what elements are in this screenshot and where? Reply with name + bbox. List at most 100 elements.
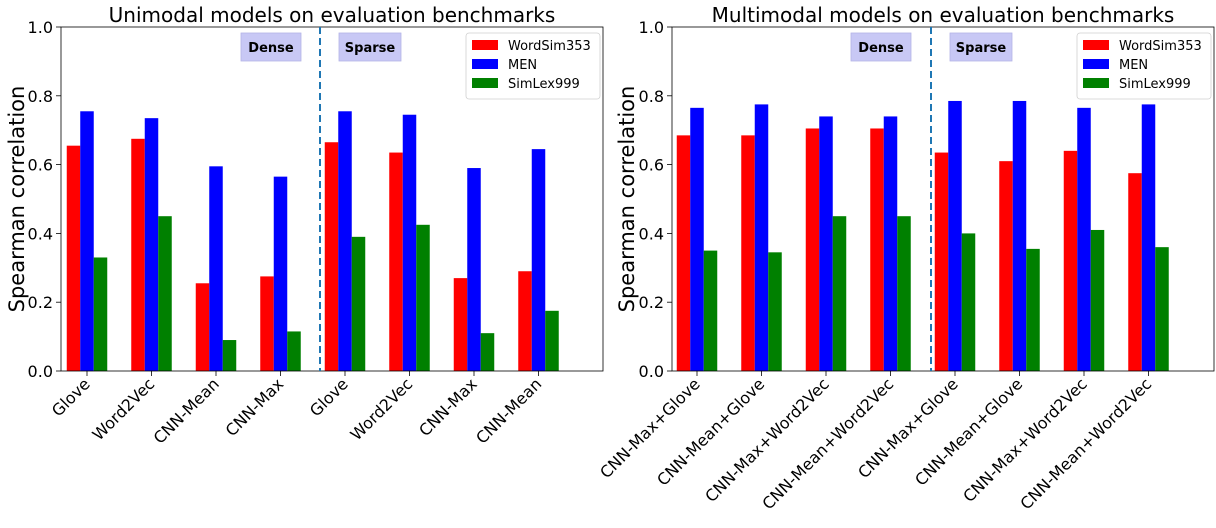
bar-wordsim353-7 bbox=[1063, 150, 1078, 371]
y-tick-label: 0.6 bbox=[639, 156, 664, 175]
legend-label-men: MEN bbox=[1119, 58, 1148, 73]
x-tick-label: CNN-Mean bbox=[150, 374, 223, 447]
bar-simlex999-7 bbox=[1090, 229, 1105, 371]
y-tick-label: 1.0 bbox=[639, 18, 664, 37]
y-tick-label: 0.2 bbox=[639, 293, 664, 312]
legend-label-wordsim353: WordSim353 bbox=[1119, 39, 1202, 54]
bar-wordsim353-6 bbox=[389, 152, 403, 371]
sparse-annotation-label: Sparse bbox=[345, 41, 396, 56]
legend-frame bbox=[465, 32, 601, 100]
bar-wordsim353-2 bbox=[131, 138, 145, 371]
bar-simlex999-6 bbox=[1026, 248, 1040, 371]
sparse-annotation-box bbox=[338, 32, 402, 62]
legend-swatch-men bbox=[472, 59, 498, 69]
legend-swatch-wordsim353 bbox=[1083, 40, 1109, 50]
x-tick-label: CNN-Mean+Glove bbox=[653, 374, 768, 489]
bar-wordsim353-3 bbox=[805, 128, 820, 371]
y-tick-label: 0.6 bbox=[28, 156, 53, 175]
x-tick-label: CNN-Max bbox=[415, 374, 481, 440]
legend-label-wordsim353: WordSim353 bbox=[508, 39, 591, 54]
bar-wordsim353-8 bbox=[1128, 173, 1142, 371]
bar-simlex999-2 bbox=[768, 252, 782, 371]
bar-simlex999-4 bbox=[287, 331, 301, 371]
bar-wordsim353-6 bbox=[999, 161, 1013, 371]
dense-annotation: Dense bbox=[850, 32, 912, 62]
bar-wordsim353-7 bbox=[453, 278, 468, 371]
dense-annotation-box bbox=[850, 32, 912, 62]
bar-men-1 bbox=[690, 107, 704, 371]
bar-men-8 bbox=[531, 149, 546, 371]
sparse-annotation-box bbox=[949, 32, 1013, 62]
x-tick-label: Word2Vec bbox=[347, 374, 417, 444]
bar-simlex999-3 bbox=[222, 340, 237, 371]
bar-men-4 bbox=[273, 176, 288, 371]
bar-men-7 bbox=[467, 168, 481, 371]
bar-men-3 bbox=[209, 166, 223, 371]
chart-panel-1: Unimodal models on evaluation benchmarks… bbox=[5, 3, 604, 448]
bar-men-5 bbox=[338, 111, 352, 371]
bar-wordsim353-4 bbox=[260, 276, 274, 371]
y-axis-label: Spearman correlation bbox=[615, 86, 639, 313]
x-tick-label: CNN-Max bbox=[222, 374, 288, 440]
bar-simlex999-5 bbox=[351, 236, 366, 371]
bar-men-8 bbox=[1141, 104, 1156, 372]
chart-title: Unimodal models on evaluation benchmarks bbox=[109, 3, 556, 27]
bar-simlex999-2 bbox=[158, 216, 172, 371]
legend-swatch-wordsim353 bbox=[472, 40, 498, 50]
x-tick-label: Glove bbox=[306, 374, 352, 420]
legend: WordSim353 MEN SimLex999 bbox=[465, 32, 601, 100]
bar-wordsim353-4 bbox=[870, 128, 884, 371]
bar-wordsim353-5 bbox=[934, 152, 949, 371]
y-tick-label: 0.4 bbox=[639, 224, 664, 243]
sparse-annotation-label: Sparse bbox=[956, 41, 1007, 56]
y-tick-label: 0.4 bbox=[28, 224, 53, 243]
bar-simlex999-6 bbox=[416, 224, 430, 371]
bar-men-4 bbox=[883, 116, 898, 371]
x-tick-label: CNN-Mean+Word2Vec bbox=[758, 374, 897, 513]
bar-men-6 bbox=[402, 114, 417, 371]
dense-annotation: Dense bbox=[240, 32, 302, 62]
x-tick-label: Glove bbox=[48, 374, 94, 420]
bar-simlex999-5 bbox=[961, 233, 976, 371]
bar-wordsim353-2 bbox=[741, 135, 755, 371]
bar-wordsim353-3 bbox=[195, 283, 210, 371]
x-tick-label: CNN-Mean+Word2Vec bbox=[1016, 374, 1155, 513]
y-axis-label: Spearman correlation bbox=[5, 86, 29, 313]
x-tick-label: Word2Vec bbox=[89, 374, 159, 444]
bar-wordsim353-5 bbox=[324, 142, 339, 371]
bar-men-3 bbox=[819, 116, 833, 371]
dense-annotation-label: Dense bbox=[858, 41, 904, 56]
x-tick-label: CNN-Max+Word2Vec bbox=[959, 374, 1091, 506]
dense-annotation-box bbox=[240, 32, 302, 62]
dense-annotation-label: Dense bbox=[248, 41, 294, 56]
bar-men-6 bbox=[1012, 100, 1027, 372]
sparse-annotation: Sparse bbox=[949, 32, 1013, 62]
bar-men-5 bbox=[948, 100, 962, 372]
bar-simlex999-4 bbox=[897, 216, 911, 371]
plot-frame bbox=[671, 26, 1215, 372]
legend-label-simlex999: SimLex999 bbox=[508, 77, 580, 92]
x-tick-label: CNN-Mean bbox=[472, 374, 545, 447]
bar-simlex999-1 bbox=[93, 257, 108, 371]
bar-simlex999-3 bbox=[832, 216, 847, 371]
bar-wordsim353-8 bbox=[518, 271, 532, 371]
chart-title: Multimodal models on evaluation benchmar… bbox=[712, 3, 1175, 27]
sparse-annotation: Sparse bbox=[338, 32, 402, 62]
legend-swatch-simlex999 bbox=[1083, 78, 1109, 88]
y-tick-label: 0.2 bbox=[28, 293, 53, 312]
y-tick-label: 0.8 bbox=[28, 87, 53, 106]
bar-men-1 bbox=[80, 111, 94, 371]
bar-simlex999-7 bbox=[480, 333, 495, 371]
y-tick-label: 1.0 bbox=[28, 18, 53, 37]
x-tick-label: CNN-Max+Word2Vec bbox=[701, 374, 833, 506]
plot-frame bbox=[60, 26, 604, 372]
chart-panel-2: Multimodal models on evaluation benchmar… bbox=[596, 3, 1215, 513]
y-tick-label: 0.0 bbox=[28, 362, 53, 381]
bar-men-2 bbox=[754, 104, 769, 372]
bar-simlex999-1 bbox=[703, 250, 718, 371]
legend-swatch-simlex999 bbox=[472, 78, 498, 88]
bar-simlex999-8 bbox=[545, 310, 559, 371]
y-tick-label: 0.0 bbox=[639, 362, 664, 381]
